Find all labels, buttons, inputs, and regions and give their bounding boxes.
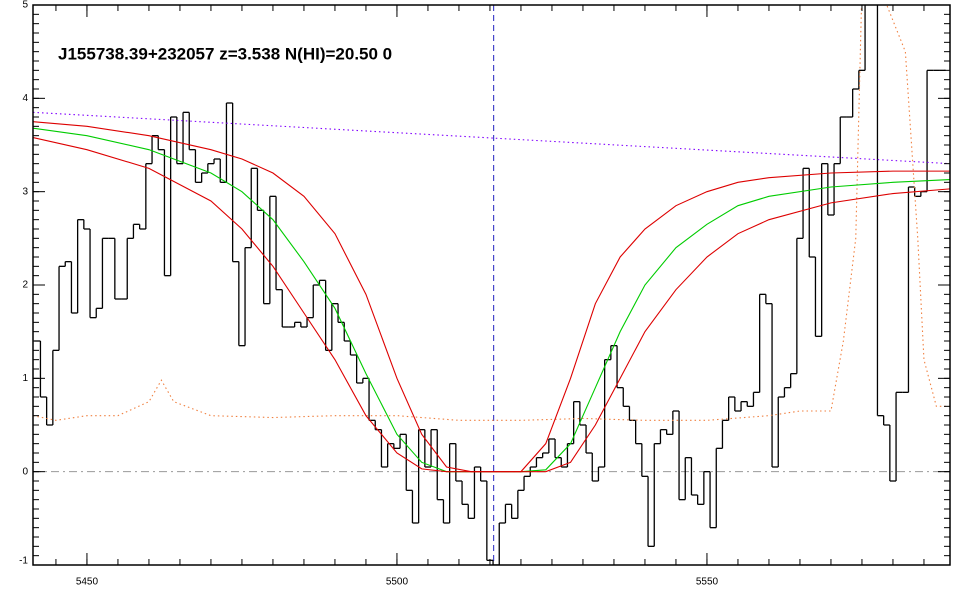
y-tick-label: -1: [19, 556, 28, 567]
model-curve: [33, 136, 950, 473]
flux-step-connector: [39, 5, 928, 565]
x-tick-label: 5450: [76, 577, 99, 588]
chart-title: J155738.39+232057 z=3.538 N(HI)=20.50 0: [58, 44, 392, 63]
y-tick-label: 3: [22, 186, 28, 197]
plot-area: [33, 5, 950, 565]
y-tick-label: 0: [22, 466, 28, 477]
dotted-curve: [33, 111, 950, 165]
y-tick-label: 2: [22, 280, 28, 291]
y-tick-label: 1: [22, 373, 28, 384]
dotted-curve: [33, 5, 950, 421]
y-tick-label: 5: [22, 0, 28, 11]
x-tick-label: 5550: [696, 577, 719, 588]
y-tick-label: 4: [22, 93, 28, 104]
x-tick-label: 5500: [386, 577, 409, 588]
